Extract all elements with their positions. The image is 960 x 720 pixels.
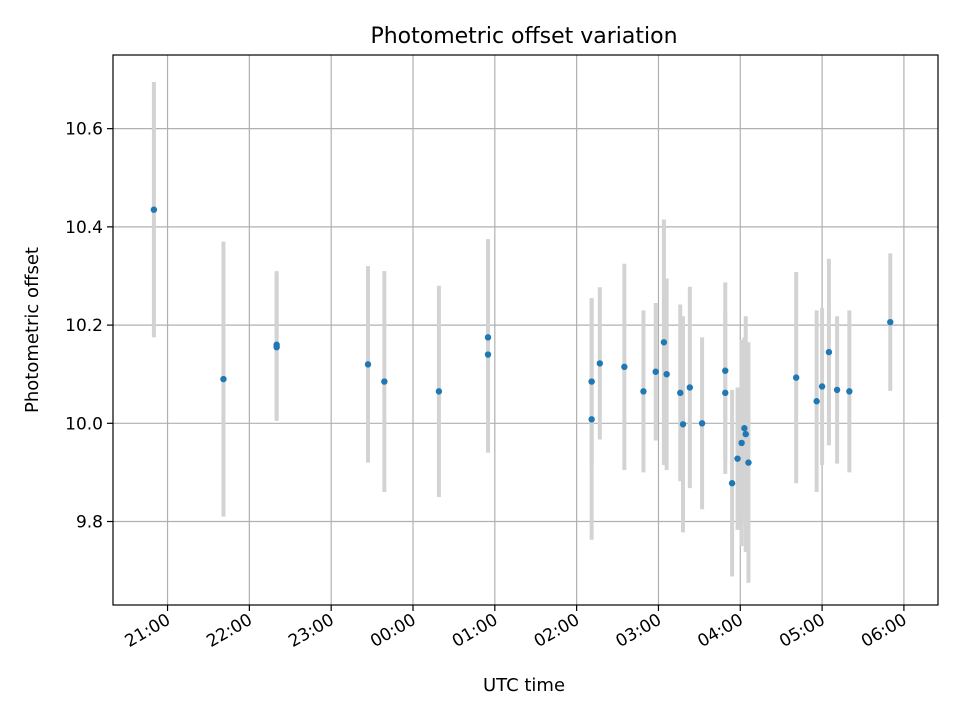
y-tick-label: 9.8	[76, 513, 103, 533]
plot-frame	[112, 54, 939, 606]
data-point	[738, 439, 745, 447]
y-tick-label: 10.0	[65, 414, 103, 434]
data-point	[825, 348, 833, 356]
data-point	[741, 425, 748, 432]
chart-title: Photometric offset variation	[370, 24, 677, 49]
data-points	[150, 206, 894, 487]
data-point	[364, 361, 372, 368]
data-point	[722, 389, 729, 397]
data-point	[588, 378, 595, 385]
data-point	[728, 480, 736, 487]
data-point	[813, 398, 820, 405]
data-point	[698, 420, 706, 427]
data-point	[679, 421, 687, 428]
data-point	[887, 318, 894, 326]
data-point	[677, 389, 684, 397]
data-point	[588, 416, 595, 423]
x-axis-label: UTC time	[483, 675, 565, 696]
data-point	[621, 363, 628, 371]
data-point	[596, 360, 604, 367]
data-point	[273, 343, 280, 351]
data-point	[745, 459, 752, 466]
data-point	[742, 430, 749, 438]
data-point	[484, 351, 492, 358]
data-point	[381, 378, 388, 385]
data-point	[846, 388, 853, 395]
data-point	[734, 455, 741, 462]
y-axis-ticks: 9.8 10.0 10.2 10.4 10.6	[65, 120, 113, 533]
data-point	[663, 370, 670, 378]
data-point	[220, 375, 227, 383]
data-point	[484, 334, 492, 341]
data-point	[640, 388, 647, 395]
data-point	[652, 368, 659, 375]
data-point	[660, 339, 668, 346]
y-tick-label: 10.4	[65, 218, 103, 238]
data-point	[150, 206, 158, 213]
data-point	[722, 367, 729, 374]
y-tick-label: 10.2	[65, 316, 103, 336]
data-point	[833, 386, 841, 394]
y-tick-label: 10.6	[65, 120, 103, 140]
data-point	[686, 384, 694, 391]
grid-lines	[113, 55, 938, 605]
data-point	[818, 383, 826, 390]
y-axis-label: Photometric offset	[22, 247, 43, 413]
data-point	[435, 388, 443, 395]
data-point	[792, 374, 800, 381]
